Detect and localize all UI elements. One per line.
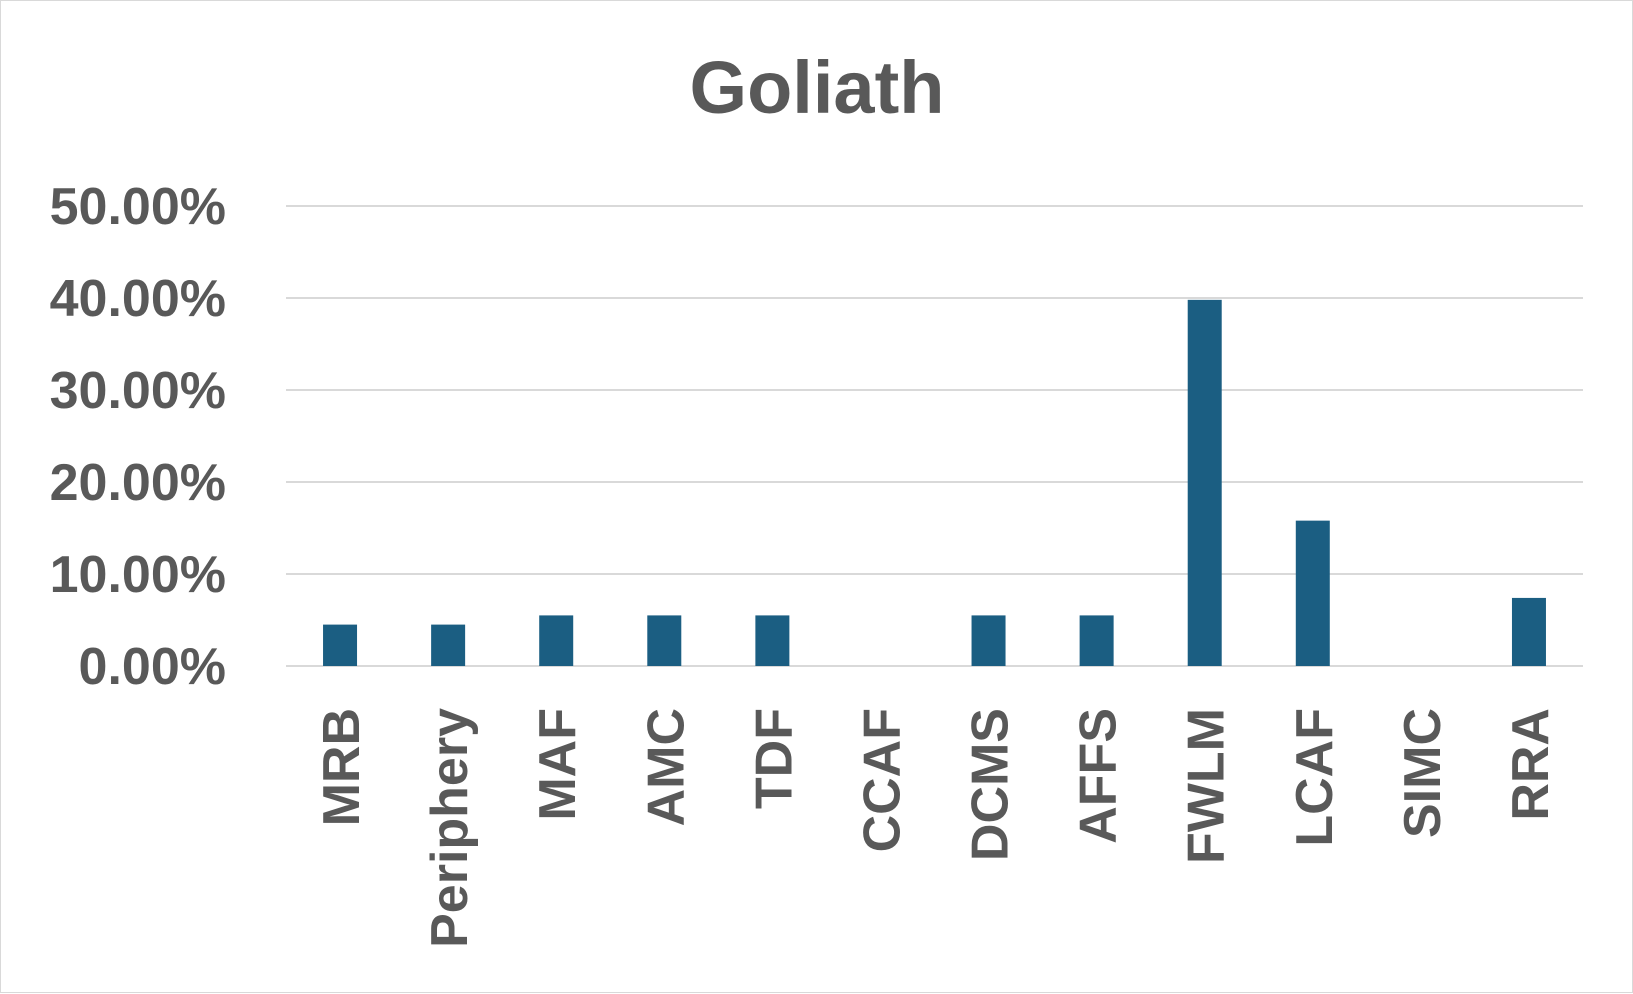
bar-rra xyxy=(1511,597,1546,666)
bar-dcms xyxy=(971,615,1006,666)
x-tick-label: Periphery xyxy=(421,708,479,948)
x-tick-label: MRB xyxy=(313,708,371,826)
x-tick-label: RRA xyxy=(1502,708,1560,821)
chart-title: Goliath xyxy=(690,46,945,129)
bars xyxy=(323,299,1546,666)
bar-maf xyxy=(539,615,574,666)
bar-affs xyxy=(1079,615,1114,666)
bar-fwlm xyxy=(1187,299,1222,666)
y-tick-label: 20.00% xyxy=(50,454,226,512)
x-tick-label: FWLM xyxy=(1178,708,1236,864)
x-tick-label: TDF xyxy=(745,708,803,809)
y-axis-ticks: 0.00% 10.00% 20.00% 30.00% 40.00% 50.00% xyxy=(50,178,226,696)
x-tick-label: AMC xyxy=(637,708,695,826)
y-tick-label: 10.00% xyxy=(50,546,226,604)
bar-lcaf xyxy=(1295,520,1330,666)
x-tick-label: LCAF xyxy=(1286,708,1344,847)
y-tick-label: 0.00% xyxy=(79,638,226,696)
bar-periphery xyxy=(431,624,466,666)
x-tick-label: MAF xyxy=(529,708,587,821)
gridlines xyxy=(286,205,1583,667)
bar-mrb xyxy=(323,624,358,666)
y-tick-label: 40.00% xyxy=(50,270,226,328)
x-tick-label: DCMS xyxy=(962,708,1020,861)
bar-amc xyxy=(647,615,682,666)
x-tick-label: SIMC xyxy=(1394,708,1452,838)
y-tick-label: 50.00% xyxy=(50,178,226,236)
x-tick-label: CCAF xyxy=(853,708,911,852)
bar-tdf xyxy=(755,615,790,666)
x-axis-ticks: MRB Periphery MAF AMC TDF CCAF DCMS AFFS FWLM LCA… xyxy=(313,708,1560,948)
y-tick-label: 30.00% xyxy=(50,362,226,420)
x-tick-label: AFFS xyxy=(1070,708,1128,844)
